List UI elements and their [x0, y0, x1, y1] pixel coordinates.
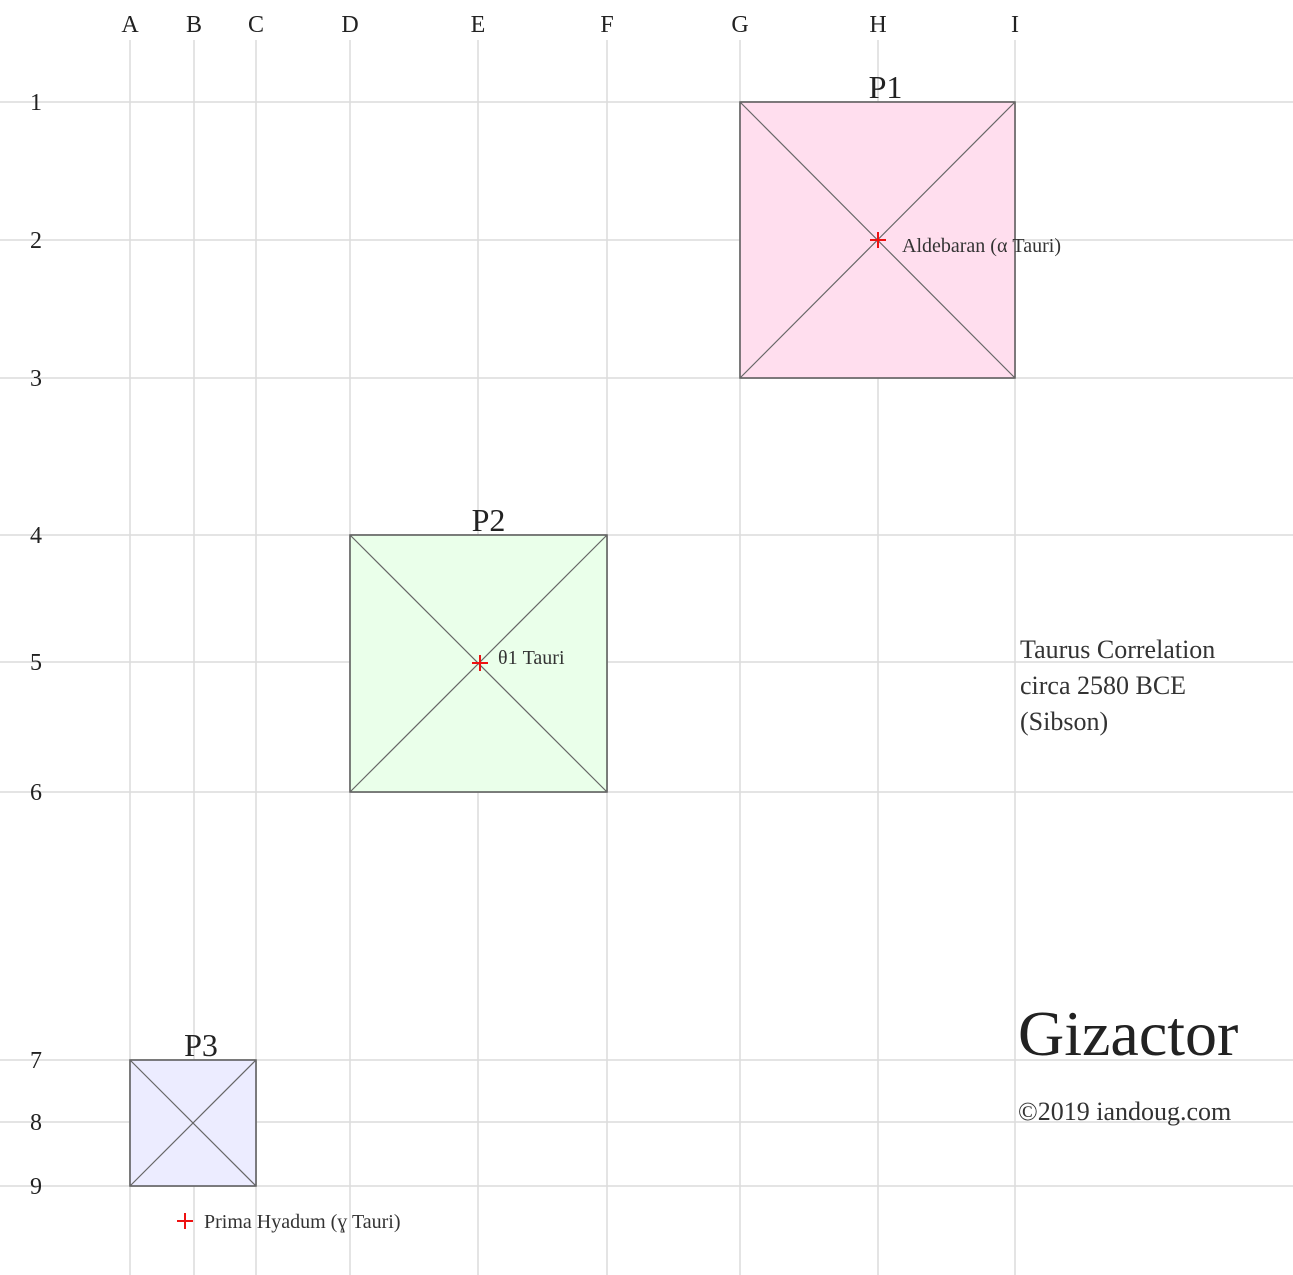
column-label: F [600, 12, 613, 38]
column-label: H [869, 12, 886, 38]
note-line: circa 2580 BCE [1020, 671, 1186, 700]
pyramid-label: P2 [472, 502, 506, 538]
column-label: C [248, 12, 264, 38]
pyramids: P1 P2 P3 Aldebaran (α Tauri) θ1 Tauri Prima H… [129, 69, 1061, 1233]
star-label: Prima Hyadum (ɣ Tauri) [204, 1211, 401, 1233]
row-label: 2 [30, 228, 42, 254]
pyramid-edge [129, 1059, 257, 1187]
star-label: θ1 Tauri [498, 647, 565, 669]
column-label: D [341, 12, 358, 38]
column-label: A [121, 12, 139, 38]
row-label: 3 [30, 366, 42, 392]
row-label: 9 [30, 1174, 42, 1200]
note-line: Taurus Correlation [1020, 635, 1215, 664]
row-label: 4 [30, 523, 42, 549]
title: Gizactor [1018, 998, 1238, 1069]
row-label: 1 [30, 90, 42, 116]
star-label: Aldebaran (α Tauri) [902, 235, 1061, 257]
column-label: B [186, 12, 202, 38]
row-label: 7 [30, 1048, 42, 1074]
copyright: ©2019 iandoug.com [1018, 1097, 1231, 1126]
pyramid-label: P3 [184, 1027, 218, 1063]
row-label: 6 [30, 780, 42, 806]
pyramid-label: P1 [869, 69, 903, 105]
row-label: 8 [30, 1110, 42, 1136]
column-label: G [731, 12, 748, 38]
column-label: I [1011, 12, 1019, 38]
note-line: (Sibson) [1020, 707, 1108, 736]
row-label: 5 [30, 650, 42, 676]
column-label: E [471, 12, 486, 38]
